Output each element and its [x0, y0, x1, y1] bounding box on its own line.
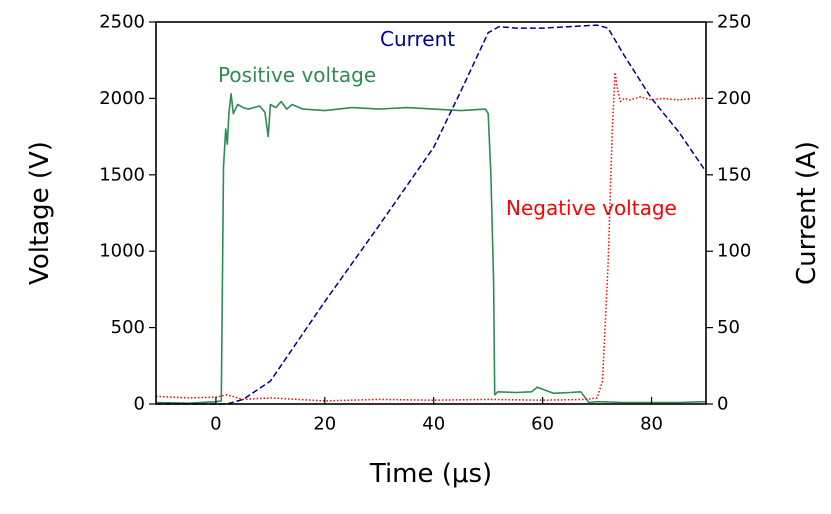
y-tick-label-left: 2000 [99, 88, 145, 109]
series-line-positive-voltage [155, 93, 707, 405]
y-tick-label-left: 500 [111, 317, 145, 338]
y-tick-label-left: 0 [134, 394, 145, 415]
x-tick-label: 20 [313, 414, 336, 435]
y-tick-label-right: 150 [717, 164, 751, 185]
x-tick-label: 40 [422, 414, 445, 435]
y-tick-label-right: 200 [717, 88, 751, 109]
x-tick-label: 0 [210, 414, 221, 435]
x-tick-label: 60 [531, 414, 554, 435]
x-tick-label: 80 [640, 414, 663, 435]
series-line-negative-voltage [155, 71, 706, 402]
series-line-current [156, 24, 707, 405]
y-tick-label-right: 250 [717, 12, 751, 33]
annotation-current: Current [380, 27, 455, 51]
y-tick-label-right: 50 [717, 317, 740, 338]
annotation-positive-voltage: Positive voltage [218, 63, 376, 87]
y-tick-label-left: 2500 [99, 12, 145, 33]
plot-frame [155, 21, 707, 405]
y-tick-label-left: 1000 [99, 241, 145, 262]
annotation-negative-voltage: Negative voltage [506, 196, 677, 220]
y-axis-title-right: Current (A) [792, 141, 822, 285]
y-tick-label-left: 1500 [99, 164, 145, 185]
y-axis-title-left: Voltage (V) [25, 141, 55, 285]
y-tick-label-right: 0 [717, 394, 728, 415]
x-axis-title: Time (μs) [369, 459, 492, 489]
y-tick-label-right: 100 [717, 241, 751, 262]
